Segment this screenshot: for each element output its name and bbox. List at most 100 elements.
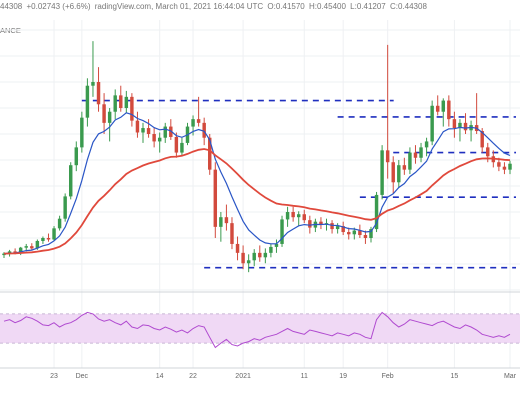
x-tick-label: Feb [382, 373, 394, 380]
rsi-panel [3, 311, 511, 349]
candle-body [385, 150, 390, 163]
open-value: O:0.41570 [267, 2, 305, 11]
candle-body [274, 243, 279, 247]
candle-body [135, 120, 140, 133]
candle-body [224, 217, 229, 224]
candle-body [291, 212, 295, 218]
low-value: L:0.41207 [350, 2, 386, 11]
candle-body [419, 147, 423, 158]
candle-body [397, 165, 401, 183]
candle-body [285, 212, 290, 220]
candle-body [258, 252, 262, 258]
candle-body [230, 223, 234, 244]
x-tick-label: 19 [339, 373, 347, 380]
candle-body [63, 196, 67, 219]
candle-body [157, 137, 162, 142]
candle-body [85, 85, 90, 118]
rsi-band [0, 313, 520, 344]
candle-body [347, 232, 351, 235]
candle-body [424, 141, 429, 148]
candle-body [41, 238, 45, 241]
candle-body [191, 119, 195, 127]
candle-body [2, 253, 6, 256]
chart-header: 44308 +0.02743 (+6.6%) radingView.com, M… [0, 2, 429, 11]
candle-body [502, 166, 507, 170]
candle-body [241, 252, 245, 264]
rsi-line [3, 311, 511, 349]
candle-body [263, 252, 268, 258]
candle-body [452, 119, 457, 129]
candle-body [113, 95, 117, 112]
candle-body [13, 251, 17, 253]
candle-body [402, 165, 407, 170]
x-tick-label: Dec [76, 373, 89, 380]
x-tick-label: 15 [450, 373, 458, 380]
moving-average-line [3, 148, 511, 255]
candle-body [430, 105, 434, 142]
candle-body [486, 147, 490, 157]
last-price: 44308 [0, 2, 23, 11]
candle-body [24, 246, 28, 248]
candle-body [141, 128, 145, 133]
candle-body [302, 214, 306, 221]
rsi-grid [0, 313, 520, 344]
candle-body [96, 82, 101, 105]
candle-body [441, 100, 445, 112]
candle-body [174, 136, 179, 153]
candlesticks [2, 41, 512, 273]
candle-body [130, 96, 134, 121]
candle-body [497, 162, 501, 167]
x-tick-label: 11 [301, 373, 308, 380]
high-value: H:0.45400 [309, 2, 346, 11]
candle-body [308, 220, 312, 228]
candle-body [107, 111, 112, 123]
candle-body [80, 117, 84, 148]
candle-body [358, 230, 362, 236]
candle-body [246, 260, 251, 264]
candle-body [296, 214, 301, 218]
candle-body [146, 128, 151, 134]
x-tick-label: 22 [189, 373, 197, 380]
candle-body [269, 246, 273, 253]
candle-body [458, 122, 462, 129]
candle-body [235, 243, 240, 253]
candle-body [363, 235, 368, 238]
candle-body [163, 126, 167, 138]
candle-body [508, 163, 512, 170]
x-axis: 23 Dec 14 22 2021 11 19 Feb 15 Mar [50, 373, 517, 380]
x-tick-label: 2021 [235, 373, 251, 380]
candle-body [413, 152, 418, 158]
candle-body [352, 230, 357, 235]
candle-body [69, 165, 73, 197]
candle-body [46, 238, 51, 240]
candle-body [169, 126, 173, 137]
candle-body [408, 152, 412, 170]
candle-body [202, 122, 206, 138]
main-grid [0, 20, 520, 369]
candle-body [480, 131, 484, 148]
candle-body [152, 134, 156, 142]
candle-body [463, 122, 468, 131]
candle-body [180, 142, 184, 153]
candle-body [252, 252, 256, 261]
candle-body [435, 105, 440, 112]
candle-body [341, 226, 345, 233]
candle-body [447, 100, 451, 120]
price-change: +0.02743 (+6.6%) [26, 2, 91, 11]
candle-body [330, 223, 334, 230]
candle-body [30, 246, 34, 249]
horizontal-levels [81, 99, 516, 269]
candle-body [391, 162, 395, 183]
candle-body [374, 194, 379, 230]
candle-body [74, 147, 79, 166]
candle-body [7, 251, 12, 254]
candle-body [319, 221, 323, 225]
moving-average-line [3, 112, 511, 255]
candle-body [380, 150, 384, 195]
candle-body [52, 228, 56, 240]
x-tick-label: 23 [50, 373, 58, 380]
candle-body [35, 240, 40, 249]
moving-averages [3, 112, 511, 255]
candle-body [119, 95, 123, 108]
